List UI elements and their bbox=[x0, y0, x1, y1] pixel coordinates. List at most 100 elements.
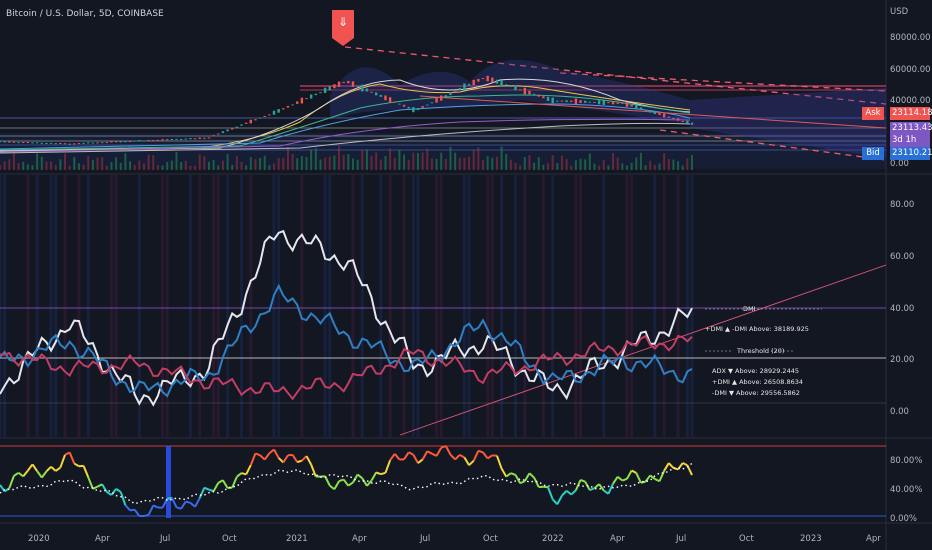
oscillator-segment bbox=[617, 475, 623, 482]
oscillator-segment bbox=[68, 452, 76, 464]
price-candle bbox=[342, 81, 345, 83]
volume-bar bbox=[519, 165, 522, 170]
oscillator-segment bbox=[143, 513, 149, 517]
time-label: Apr bbox=[352, 534, 367, 544]
price-candle bbox=[416, 108, 420, 111]
price-candle bbox=[472, 79, 475, 86]
oscillator-segment bbox=[519, 480, 526, 485]
dmi-background-bar bbox=[226, 175, 230, 437]
volume-bar bbox=[245, 165, 248, 170]
price-candle bbox=[393, 101, 396, 103]
dmi-background-bar bbox=[165, 175, 169, 437]
price-candle bbox=[672, 118, 675, 120]
price-candle bbox=[193, 138, 197, 140]
oscillator-segment bbox=[194, 497, 201, 508]
oscillator-segment bbox=[570, 489, 577, 496]
price-candle bbox=[119, 141, 122, 143]
volume-bar bbox=[166, 161, 169, 170]
volume-bar bbox=[175, 152, 178, 170]
price-candle bbox=[607, 102, 610, 104]
oscillator-segment bbox=[36, 470, 43, 479]
oscillator-segment bbox=[487, 454, 493, 460]
price-candle bbox=[235, 126, 239, 128]
bid-label: Bid bbox=[862, 147, 884, 160]
volume-bar bbox=[616, 157, 619, 170]
volume-bar bbox=[560, 155, 563, 170]
oscillator-segment bbox=[663, 462, 670, 472]
oscillator-segment bbox=[612, 476, 619, 485]
price-candle bbox=[0, 141, 2, 143]
price-candle bbox=[244, 122, 248, 124]
volume-bar bbox=[194, 165, 197, 170]
dmi-background-bar bbox=[54, 175, 58, 437]
volume-bar bbox=[328, 156, 331, 170]
price-candle bbox=[161, 139, 164, 141]
price-candle bbox=[583, 100, 587, 103]
volume-bar bbox=[607, 165, 610, 170]
oscillator-segment bbox=[408, 451, 414, 456]
oscillator-segment bbox=[361, 477, 368, 487]
volume-bar bbox=[389, 148, 392, 170]
volume-bar bbox=[68, 165, 71, 170]
price-candle bbox=[440, 95, 443, 101]
volume-bar bbox=[667, 159, 670, 170]
price-candle bbox=[370, 91, 373, 93]
volume-bar bbox=[416, 152, 419, 170]
volume-bar bbox=[291, 154, 294, 170]
price-candle bbox=[477, 78, 480, 82]
oscillator-segment bbox=[50, 466, 57, 472]
bid-price-tag: 23110.21 bbox=[890, 147, 932, 160]
oscillator-segment bbox=[59, 454, 66, 468]
dmi-background-bar bbox=[272, 175, 276, 437]
price-candle bbox=[676, 118, 680, 121]
time-label: Jul bbox=[675, 534, 686, 544]
volume-bar bbox=[133, 165, 136, 170]
volume-bar bbox=[486, 156, 489, 170]
price-candle bbox=[49, 142, 53, 144]
price-candle bbox=[463, 83, 466, 91]
price-candle bbox=[407, 106, 410, 109]
volume-bar bbox=[598, 165, 601, 170]
dmi-background-bar bbox=[411, 175, 415, 437]
dmi-background-bar bbox=[360, 175, 364, 437]
volume-bars bbox=[0, 146, 693, 170]
price-candle bbox=[231, 128, 234, 130]
price-candle bbox=[314, 93, 318, 96]
price-candle bbox=[518, 89, 522, 91]
price-candle bbox=[365, 88, 369, 92]
price-candle bbox=[63, 143, 67, 145]
volume-bar bbox=[403, 154, 406, 170]
price-candle bbox=[8, 141, 11, 143]
dmi-background-bar bbox=[240, 175, 244, 437]
price-candle bbox=[272, 110, 276, 115]
price-candle bbox=[323, 87, 327, 93]
oscillator-segment bbox=[468, 459, 475, 466]
volume-bar bbox=[351, 158, 354, 170]
price-candle bbox=[170, 138, 174, 140]
dmi-background-bar bbox=[49, 175, 53, 437]
volume-bar bbox=[338, 146, 341, 170]
dmi-background-bar bbox=[435, 175, 439, 437]
dmi-background-bar bbox=[328, 175, 332, 437]
price-candle bbox=[565, 100, 568, 102]
price-candle bbox=[602, 99, 605, 105]
oscillator-segment bbox=[565, 489, 572, 496]
price-candle bbox=[593, 101, 596, 103]
oscillator-segment bbox=[180, 501, 187, 510]
oscillator-segment bbox=[152, 504, 159, 509]
minus-dmi-line bbox=[0, 334, 693, 401]
price-candle bbox=[300, 97, 304, 104]
price-tick: 60000.00 bbox=[890, 65, 931, 75]
volume-bar bbox=[286, 146, 289, 170]
volume-bar bbox=[375, 152, 378, 170]
price-candle bbox=[77, 143, 81, 145]
price-candle bbox=[690, 122, 694, 125]
dmi-background-bar bbox=[249, 175, 253, 437]
price-candle bbox=[179, 139, 183, 141]
sell-signal-marker[interactable]: ⇓ bbox=[332, 10, 354, 46]
volume-bar bbox=[105, 165, 108, 170]
volume-bar bbox=[574, 160, 577, 170]
oscillator-segment bbox=[101, 483, 108, 493]
price-candle bbox=[495, 79, 499, 84]
